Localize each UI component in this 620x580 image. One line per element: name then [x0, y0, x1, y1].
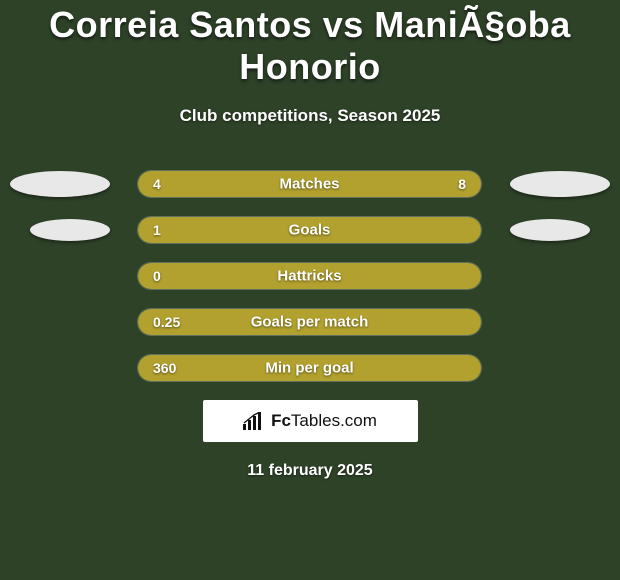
- stat-value-left: 0: [153, 268, 161, 284]
- page-subtitle: Club competitions, Season 2025: [0, 106, 620, 126]
- footer-date: 11 february 2025: [0, 462, 620, 480]
- stat-row: 48Matches: [0, 170, 620, 198]
- stat-value-left: 360: [153, 360, 176, 376]
- stat-value-right: 8: [458, 176, 466, 192]
- player-right-marker: [510, 219, 590, 241]
- stat-bar-track: 1Goals: [137, 216, 482, 244]
- comparison-card: Correia Santos vs ManiÃ§oba Honorio Club…: [0, 0, 620, 480]
- stat-bar-track: 0.25Goals per match: [137, 308, 482, 336]
- stat-bar-track: 48Matches: [137, 170, 482, 198]
- player-left-marker: [30, 219, 110, 241]
- player-right-marker: [510, 171, 610, 197]
- stats-container: 48Matches1Goals0Hattricks0.25Goals per m…: [0, 170, 620, 382]
- stat-value-left: 0.25: [153, 314, 180, 330]
- stat-row: 0.25Goals per match: [0, 308, 620, 336]
- stat-bar-fill-left: [138, 263, 481, 289]
- stat-bar-fill-left: [138, 217, 481, 243]
- stat-bar-fill-left: [138, 309, 481, 335]
- stat-row: 360Min per goal: [0, 354, 620, 382]
- stat-value-left: 4: [153, 176, 161, 192]
- branding-text-strong: Fc: [271, 411, 291, 430]
- stat-bar-track: 360Min per goal: [137, 354, 482, 382]
- bar-chart-icon: [243, 412, 265, 430]
- stat-bar-track: 0Hattricks: [137, 262, 482, 290]
- stat-row: 1Goals: [0, 216, 620, 244]
- branding-text-rest: Tables.com: [291, 411, 377, 430]
- page-title: Correia Santos vs ManiÃ§oba Honorio: [0, 4, 620, 88]
- stat-row: 0Hattricks: [0, 262, 620, 290]
- stat-bar-fill-left: [138, 171, 481, 197]
- player-left-marker: [10, 171, 110, 197]
- branding-logo[interactable]: FcTables.com: [203, 400, 418, 442]
- stat-value-left: 1: [153, 222, 161, 238]
- stat-bar-fill-left: [138, 355, 481, 381]
- branding-text: FcTables.com: [271, 411, 377, 431]
